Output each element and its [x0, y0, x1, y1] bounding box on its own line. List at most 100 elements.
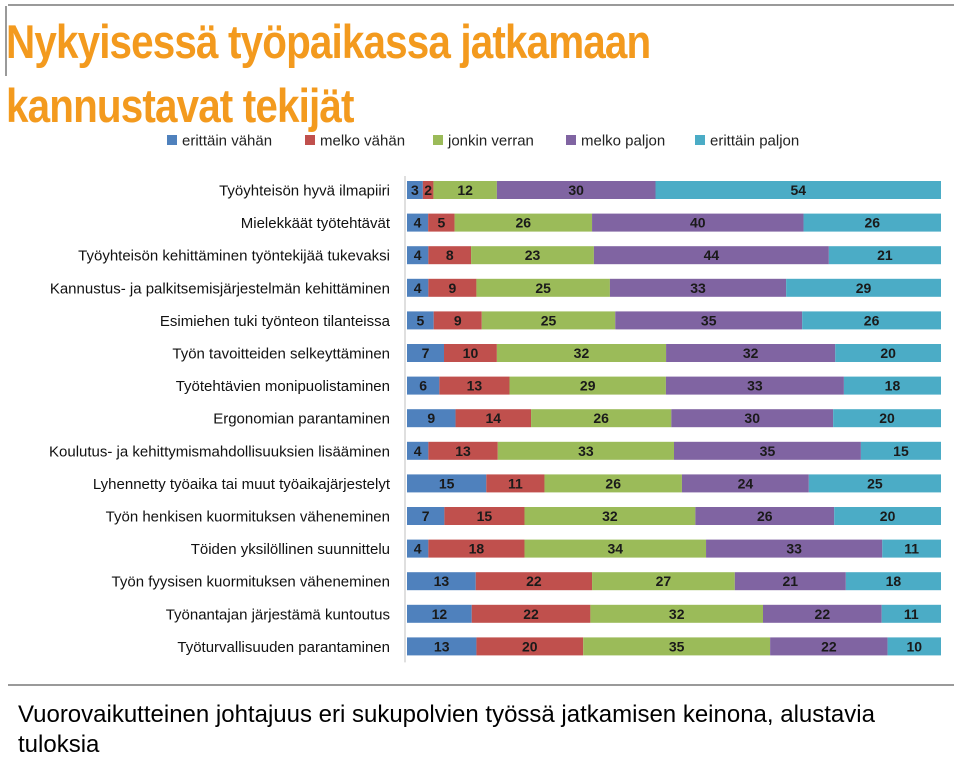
- bar-segment: [471, 604, 591, 623]
- bar-segment: [524, 539, 707, 558]
- bar-value-label: 23: [525, 247, 541, 263]
- bar-segment: [833, 409, 941, 428]
- bar-value-label: 29: [580, 378, 596, 394]
- category-label: Työturvallisuuden parantaminen: [177, 639, 390, 656]
- bar-segment: [407, 246, 429, 265]
- bar-segment: [615, 311, 803, 330]
- bar-segment: [496, 181, 656, 199]
- legend-swatch: [305, 135, 315, 145]
- bar-value-label: 26: [605, 475, 621, 491]
- bottom-rule: [8, 684, 954, 686]
- bar-segment: [433, 311, 482, 330]
- bar-segment: [407, 507, 445, 525]
- bar-value-label: 25: [535, 280, 551, 296]
- bar-value-label: 4: [414, 280, 422, 296]
- bar-segment: [665, 376, 844, 395]
- bar-value-label: 18: [885, 378, 901, 394]
- bar-segment: [407, 539, 429, 558]
- bar-value-label: 35: [701, 312, 717, 328]
- bar-value-label: 7: [422, 345, 430, 361]
- bar-value-label: 26: [516, 215, 532, 231]
- bar-segment: [471, 246, 594, 265]
- bar-segment: [454, 213, 593, 232]
- category-label: Työnantajan järjestämä kuntoutus: [166, 606, 390, 623]
- category-label: Työtehtävien monipuolistaminen: [176, 378, 390, 395]
- slide-title-line-1: Nykyisessä työpaikassa jatkamaan: [6, 15, 651, 68]
- bar-segment: [828, 246, 941, 265]
- bar-segment: [428, 539, 525, 558]
- legend-swatch: [167, 135, 177, 145]
- chart-bars: 3 2 12 30 544 5 26 40 264 8 23 44 214 9 25 33 295 9 25 35 26…: [407, 181, 941, 656]
- category-label: Töiden yksilöllinen suunnittelu: [191, 541, 390, 558]
- bar-value-label: 26: [593, 410, 609, 426]
- bar-segment: [808, 474, 941, 493]
- bar-value-label: 15: [893, 443, 909, 459]
- bar-segment: [592, 213, 804, 232]
- bar-value-label: 4: [414, 541, 422, 557]
- bar-value-label: 32: [602, 508, 618, 524]
- bar-value-label: 25: [867, 475, 883, 491]
- slide-title-line-2: kannustavat tekijät: [6, 79, 354, 132]
- bar-value-label: 9: [427, 410, 435, 426]
- bar-segment: [497, 441, 674, 460]
- stacked-bar-chart: erittäin vähän melko vähän jonkin verran me…: [49, 133, 941, 663]
- bar-value-label: 3: [411, 182, 419, 198]
- bar-segment: [407, 213, 429, 232]
- bar-value-label: 32: [669, 606, 685, 622]
- bar-value-label: 22: [526, 573, 542, 589]
- bar-segment: [407, 604, 472, 623]
- bar-value-label: 2: [424, 182, 432, 198]
- bar-value-label: 33: [786, 541, 802, 557]
- bar-segment: [609, 278, 787, 297]
- bar-value-label: 33: [747, 378, 763, 394]
- bar-segment: [486, 474, 545, 493]
- bar-value-label: 9: [448, 280, 456, 296]
- bar-value-label: 35: [760, 443, 776, 459]
- bar-segment: [695, 507, 835, 525]
- bar-value-label: 14: [486, 410, 502, 426]
- bar-segment: [835, 344, 941, 362]
- bar-value-label: 22: [523, 606, 539, 622]
- bar-value-label: 13: [455, 443, 471, 459]
- legend-swatch: [566, 135, 576, 145]
- category-label: Työn henkisen kuormituksen väheneminen: [106, 509, 390, 526]
- bar-segment: [544, 474, 682, 493]
- bar-value-label: 4: [414, 215, 422, 231]
- bar-segment: [428, 441, 498, 460]
- bar-value-label: 54: [790, 182, 806, 198]
- bar-value-label: 15: [477, 508, 493, 524]
- legend-label: erittäin vähän: [182, 133, 272, 150]
- bar-value-label: 9: [454, 312, 462, 328]
- bar-value-label: 18: [469, 541, 485, 557]
- bar-value-label: 26: [864, 312, 880, 328]
- bar-segment: [845, 572, 941, 591]
- bar-segment: [455, 409, 532, 428]
- bar-value-label: 7: [422, 508, 430, 524]
- bar-segment: [428, 278, 477, 297]
- bar-value-label: 33: [578, 443, 594, 459]
- bar-value-label: 10: [463, 345, 479, 361]
- bar-segment: [433, 181, 497, 199]
- bar-segment: [882, 539, 941, 558]
- legend-label: erittäin paljon: [710, 133, 799, 150]
- bar-segment: [592, 572, 735, 591]
- category-label: Kannustus- ja palkitsemisjärjestelmän ke…: [50, 280, 390, 297]
- bar-value-label: 22: [815, 606, 831, 622]
- bar-value-label: 26: [757, 508, 773, 524]
- bar-segment: [407, 441, 429, 460]
- bar-value-label: 20: [879, 410, 895, 426]
- bar-segment: [887, 637, 941, 656]
- bar-value-label: 22: [821, 638, 837, 654]
- bar-value-label: 30: [744, 410, 760, 426]
- bar-segment: [407, 637, 477, 656]
- bar-value-label: 6: [419, 378, 427, 394]
- bar-segment: [476, 637, 584, 656]
- left-rule: [5, 6, 7, 76]
- legend-swatch: [695, 135, 705, 145]
- bar-segment: [407, 376, 440, 395]
- bar-segment: [763, 604, 882, 623]
- category-label: Työn fyysisen kuormituksen väheneminen: [112, 574, 390, 591]
- bar-segment: [834, 507, 941, 525]
- bar-value-label: 11: [904, 606, 919, 622]
- legend-swatch: [433, 135, 443, 145]
